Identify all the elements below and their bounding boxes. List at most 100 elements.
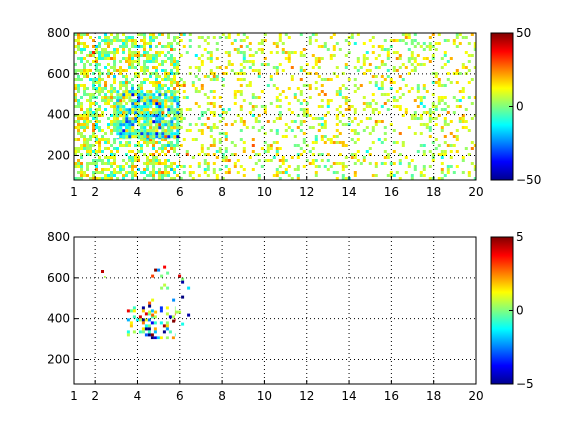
heatmap-cell: [104, 84, 107, 87]
heatmap-cell: [209, 60, 213, 63]
heatmap-cell: [194, 102, 198, 105]
heatmap-cell: [443, 108, 447, 111]
heatmap-cell: [119, 126, 123, 130]
heatmap-cell: [314, 141, 318, 144]
heatmap-cell: [356, 60, 360, 63]
heatmap-cell: [119, 102, 123, 106]
heatmap-cell: [269, 51, 273, 54]
heatmap-cell: [371, 36, 375, 39]
heatmap-cell: [386, 54, 390, 57]
heatmap-cell: [242, 168, 246, 171]
colorbar-tick-label: 0: [516, 304, 524, 318]
heatmap-cell: [437, 99, 441, 102]
heatmap-cell: [245, 60, 249, 63]
heatmap-cell: [152, 171, 155, 174]
heatmap-cell: [242, 33, 246, 36]
heatmap-cell: [77, 78, 80, 81]
heatmap-cell: [404, 108, 408, 111]
heatmap-cell: [416, 63, 420, 66]
heatmap-cell: [239, 45, 243, 48]
heatmap-cell: [398, 105, 402, 108]
heatmap-cell: [233, 120, 237, 123]
heatmap-cell: [446, 171, 450, 174]
heatmap-cell: [167, 51, 170, 54]
heatmap-cell: [119, 39, 122, 42]
heatmap-cell: [299, 69, 303, 72]
heatmap-cell: [149, 90, 153, 94]
heatmap-cell: [299, 123, 303, 126]
heatmap-cell: [242, 78, 246, 81]
heatmap-cell: [77, 162, 80, 165]
heatmap-cell: [167, 90, 170, 93]
heatmap-cell: [275, 153, 279, 156]
heatmap-cell: [170, 132, 174, 136]
heatmap-cell: [176, 117, 180, 121]
heatmap-cell: [272, 84, 276, 87]
heatmap-cell: [89, 69, 92, 72]
heatmap-cell: [302, 69, 306, 72]
top-axes-frame: [73, 32, 477, 181]
heatmap-cell: [128, 132, 132, 136]
heatmap-cell: [302, 165, 306, 168]
heatmap-cell: [152, 60, 155, 63]
heatmap-cell: [203, 162, 207, 165]
heatmap-cell: [143, 108, 147, 112]
heatmap-cell: [173, 177, 176, 180]
heatmap-cell: [134, 90, 138, 94]
heatmap-cell: [122, 159, 125, 162]
heatmap-cell: [138, 315, 142, 319]
heatmap-cell: [187, 313, 191, 317]
heatmap-cell: [332, 33, 336, 36]
heatmap-cell: [377, 54, 381, 57]
heatmap-cell: [215, 174, 219, 177]
heatmap-cell: [95, 153, 98, 156]
heatmap-cell: [230, 69, 234, 72]
heatmap-cell: [446, 60, 450, 63]
heatmap-cell: [452, 171, 456, 174]
heatmap-cell: [314, 171, 318, 174]
heatmap-cell: [176, 165, 179, 168]
heatmap-cell: [335, 135, 339, 138]
heatmap-cell: [128, 123, 132, 127]
heatmap-cell: [284, 33, 288, 36]
heatmap-cell: [461, 36, 465, 39]
heatmap-cell: [236, 114, 240, 117]
heatmap-cell: [320, 84, 324, 87]
heatmap-cell: [161, 126, 165, 130]
heatmap-cell: [170, 117, 174, 121]
heatmap-cell: [110, 165, 113, 168]
heatmap-cell: [152, 66, 155, 69]
heatmap-cell: [152, 138, 155, 141]
heatmap-cell: [80, 84, 83, 87]
heatmap-cell: [159, 306, 163, 310]
heatmap-cell: [314, 165, 318, 168]
heatmap-cell: [221, 117, 225, 120]
heatmap-cell: [296, 114, 300, 117]
heatmap-cell: [168, 330, 172, 334]
heatmap-cell: [161, 117, 165, 121]
heatmap-cell: [158, 33, 161, 36]
heatmap-cell: [308, 42, 312, 45]
heatmap-cell: [443, 120, 447, 123]
heatmap-cell: [197, 153, 201, 156]
heatmap-cell: [86, 87, 89, 90]
heatmap-cell: [206, 36, 210, 39]
colorbar-tick-label: 5: [516, 230, 524, 244]
heatmap-cell: [392, 99, 396, 102]
heatmap-cell: [308, 84, 312, 87]
heatmap-cell: [125, 132, 129, 136]
heatmap-cell: [113, 114, 116, 117]
heatmap-cell: [104, 276, 106, 278]
heatmap-cell: [134, 135, 138, 139]
heatmap-cell: [104, 93, 107, 96]
heatmap-cell: [461, 87, 465, 90]
heatmap-cell: [467, 69, 471, 72]
heatmap-cell: [257, 159, 261, 162]
heatmap-cell: [89, 99, 92, 102]
heatmap-cell: [113, 60, 116, 63]
heatmap-cell: [440, 150, 444, 153]
heatmap-cell: [200, 63, 204, 66]
heatmap-cell: [287, 51, 291, 54]
heatmap-cell: [146, 132, 150, 136]
heatmap-cell: [140, 54, 143, 57]
